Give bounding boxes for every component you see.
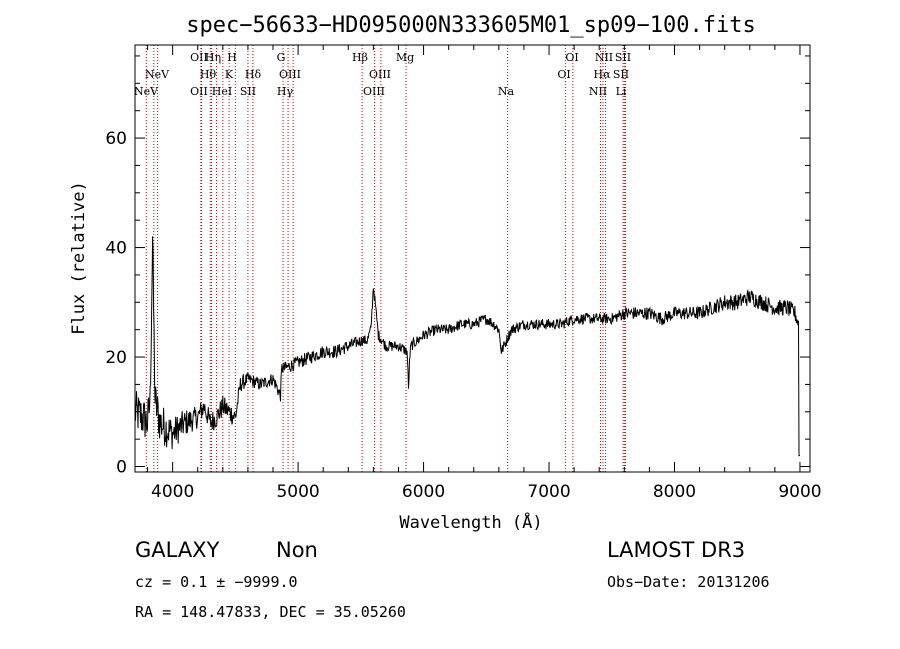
line-label-26: Li: [616, 85, 627, 98]
survey-name: LAMOST DR3: [607, 538, 746, 562]
x-tick-label: 9000: [778, 482, 821, 502]
x-axis-label: Wavelength (Å): [399, 511, 542, 533]
line-label-15: OIII: [369, 68, 391, 81]
object-class: GALAXY: [135, 538, 220, 562]
line-label-6: K: [225, 68, 234, 81]
y-tick-label: 60: [105, 129, 127, 149]
y-tick-label: 20: [105, 348, 127, 368]
line-label-19: OI: [565, 51, 578, 64]
y-axis-label: Flux (relative): [69, 181, 89, 335]
x-tick-label: 5000: [276, 482, 319, 502]
line-label-2: OII: [190, 51, 208, 64]
plot-frame: [134, 44, 811, 473]
line-label-4: H: [227, 51, 237, 64]
line-label-9: HeI: [212, 85, 232, 98]
spectrum-series: [134, 236, 800, 457]
line-label-17: Mg: [396, 51, 414, 64]
ra-dec: RA = 148.47833, DEC = 35.05260: [135, 603, 406, 621]
line-label-25: SII: [613, 68, 629, 81]
obs-date: Obs−Date: 20131206: [607, 573, 770, 591]
line-label-22: Hα: [593, 68, 611, 81]
chart-title: spec−56633−HD095000N333605M01_sp09−100.f…: [186, 13, 756, 38]
line-label-13: Hγ: [277, 85, 294, 98]
x-tick-label: 4000: [151, 482, 194, 502]
x-tick-label: 6000: [402, 482, 445, 502]
y-axis-ticks: 0 20 40 60: [105, 55, 810, 478]
line-label-14: Hβ: [352, 51, 368, 64]
line-label-5: Hθ: [200, 68, 217, 81]
y-tick-label: 40: [105, 239, 127, 259]
line-label-11: G: [277, 51, 286, 64]
redshift-cz: cz = 0.1 ± −9999.0: [135, 573, 298, 591]
line-label-7: Hδ: [245, 68, 262, 81]
line-label-12: OIII: [279, 68, 301, 81]
x-tick-label: 7000: [527, 482, 570, 502]
x-axis-ticks: 4000 5000 6000 7000 8000 9000: [147, 45, 822, 502]
x-tick-label: 8000: [653, 482, 696, 502]
line-label-20: OI: [557, 68, 570, 81]
line-label-16: OIII: [363, 85, 385, 98]
line-label-8: OII: [190, 85, 208, 98]
line-label-10: SII: [240, 85, 256, 98]
line-label-21: NII: [595, 51, 613, 64]
spectral-line-markers: [145, 45, 627, 472]
line-label-3: Hη: [205, 51, 221, 64]
line-label-1: NeV: [145, 68, 170, 81]
line-label-18: Na: [498, 85, 515, 98]
line-label-23: NII: [589, 85, 607, 98]
line-label-24: SII: [615, 51, 631, 64]
line-label-0: NeV: [134, 85, 159, 98]
object-subclass: Non: [276, 538, 318, 562]
y-tick-label: 0: [116, 458, 127, 478]
